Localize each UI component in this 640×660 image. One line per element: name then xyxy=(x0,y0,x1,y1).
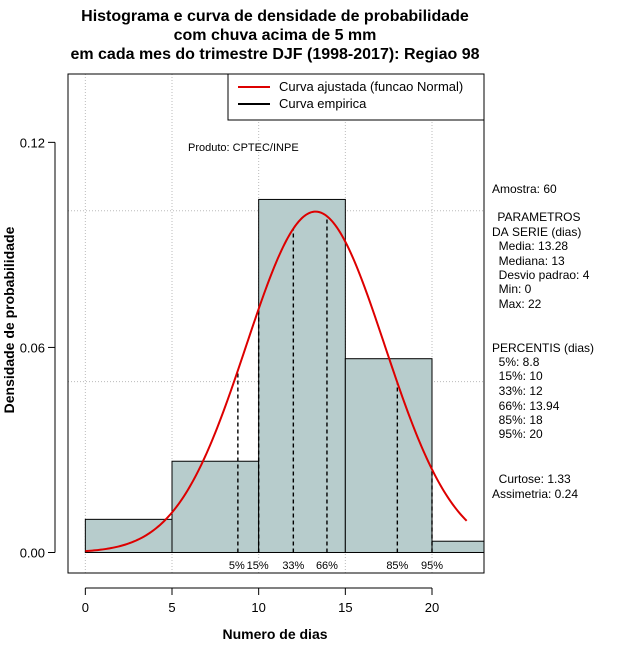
x-axis-title: Numero de dias xyxy=(222,626,327,642)
chart-title-line-3: em cada mes do trimestre DJF (1998-2017)… xyxy=(70,46,479,63)
stats-line-13: 85%: 18 xyxy=(492,413,543,427)
percentile-label-1: 15% xyxy=(247,560,269,572)
fitted-normal-curve xyxy=(85,210,468,553)
percentile-label-4: 85% xyxy=(386,560,408,572)
axes: 0 5 10 15 20 0.00 0.06 0.12 xyxy=(20,135,440,615)
percentile-label-2: 33% xyxy=(282,560,304,572)
histogram-bars xyxy=(84,198,485,553)
stats-line-0: Amostra: 60 xyxy=(492,182,557,196)
y-axis-title: Densidade de probabilidade xyxy=(1,226,17,413)
stats-line-7: Max: 22 xyxy=(492,297,542,311)
stats-line-16: Assimetria: 0.24 xyxy=(492,487,578,501)
y-tick-label-1: 0.06 xyxy=(20,340,45,355)
histogram-bar-2 xyxy=(258,198,346,553)
x-tick-label-4: 20 xyxy=(425,600,439,615)
percentile-label-3: 66% xyxy=(316,560,338,572)
stats-line-2: DA SERIE (dias) xyxy=(492,225,581,239)
stats-line-1: PARAMETROS xyxy=(494,210,580,224)
stats-line-14: 95%: 20 xyxy=(492,427,543,441)
y-tick-label-2: 0.12 xyxy=(20,135,45,150)
product-note: Produto: CPTEC/INPE xyxy=(188,142,299,154)
stats-line-11: 33%: 12 xyxy=(492,384,543,398)
legend-fitted-label: Curva ajustada (funcao Normal) xyxy=(279,79,463,94)
legend-box xyxy=(227,73,485,121)
x-tick-label-0: 0 xyxy=(82,600,89,615)
legend-empirical-label: Curva empirica xyxy=(279,96,367,111)
percentile-label-0: 5% xyxy=(229,560,245,572)
histogram-bar-3 xyxy=(344,358,433,553)
histogram-bar-4 xyxy=(431,540,485,553)
legend: Curva ajustada (funcao Normal) Curva emp… xyxy=(227,73,485,121)
percentile-lines: 5% 15% 33% 66% 85% 95% xyxy=(229,216,443,572)
stats-line-6: Min: 0 xyxy=(492,282,532,296)
histogram-bar-1 xyxy=(171,460,260,553)
stats-line-3: Media: 13.28 xyxy=(492,239,568,253)
histogram-bar-0 xyxy=(84,518,173,553)
chart-title-line-1: Histograma e curva de densidade de proba… xyxy=(81,8,469,25)
stats-line-9: 5%: 8.8 xyxy=(492,355,540,369)
x-tick-label-2: 10 xyxy=(251,600,265,615)
x-tick-label-3: 15 xyxy=(338,600,352,615)
stats-line-12: 66%: 13.94 xyxy=(492,399,560,413)
chart-title-line-2: com chuva acima de 5 mm xyxy=(174,27,377,44)
percentile-label-5: 95% xyxy=(421,560,443,572)
y-tick-label-0: 0.00 xyxy=(20,545,45,560)
stats-line-8: PERCENTIS (dias) xyxy=(492,341,594,355)
stats-line-15: Curtose: 1.33 xyxy=(492,472,571,486)
stats-line-10: 15%: 10 xyxy=(492,369,543,383)
stats-line-4: Mediana: 13 xyxy=(492,254,565,268)
stats-line-5: Desvio padrao: 4 xyxy=(492,268,590,282)
x-tick-label-1: 5 xyxy=(168,600,175,615)
